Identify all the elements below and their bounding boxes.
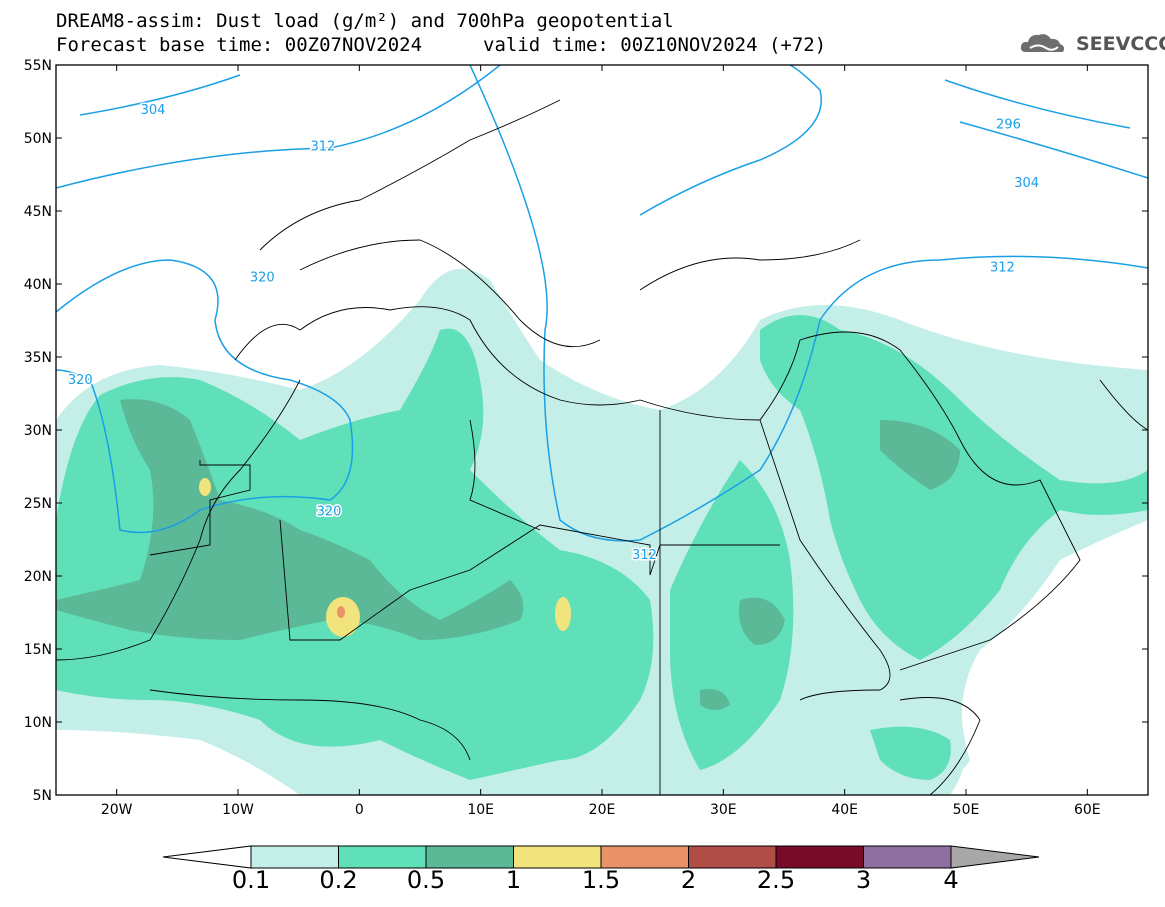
lat-label: 10N xyxy=(24,715,52,731)
dust-fields xyxy=(56,65,1148,795)
lat-label: 40N xyxy=(24,277,52,293)
lat-label: 5N xyxy=(33,788,52,804)
valid-time: valid time: 00Z10NOV2024 (+72) xyxy=(483,34,827,56)
logo-text: SEEVCCC xyxy=(1076,33,1165,55)
colorbar-swatch xyxy=(863,845,952,869)
lat-label: 55N xyxy=(24,58,52,74)
colorbar-level-label: 4 xyxy=(943,866,959,894)
colorbar-level-label: 0.1 xyxy=(231,866,271,894)
contour-label: 296 xyxy=(996,117,1021,132)
colorbar-level-label: 0.2 xyxy=(319,866,358,894)
colorbar-under-triangle xyxy=(162,845,252,869)
lon-label: 30E xyxy=(710,802,737,818)
coastlines xyxy=(56,99,1148,795)
colorbar-swatch xyxy=(688,845,777,869)
colorbar-level-label: 2 xyxy=(680,866,697,894)
lon-label: 10E xyxy=(467,802,494,818)
lon-label: 20W xyxy=(101,802,133,818)
colorbar-level-label: 1 xyxy=(505,866,522,894)
lat-label: 45N xyxy=(24,204,52,220)
lon-label: 60E xyxy=(1074,802,1101,818)
colorbar-swatch xyxy=(338,845,427,869)
colorbar xyxy=(162,845,1040,869)
colorbar-swatch xyxy=(600,845,689,869)
forecast-base-time: Forecast base time: 00Z07NOV2024 xyxy=(56,34,423,56)
contour-label: 304 xyxy=(141,103,166,118)
cloud-icon xyxy=(1020,34,1064,52)
lat-label: 15N xyxy=(24,642,52,658)
colorbar-swatch xyxy=(250,845,339,869)
lat-label: 20N xyxy=(24,569,52,585)
chart-title: DREAM8-assim: Dust load (g/m²) and 700hP… xyxy=(56,10,674,32)
colorbar-level-label: 1.5 xyxy=(581,866,621,894)
lat-label: 35N xyxy=(24,350,52,366)
contour-label: 320 xyxy=(317,504,342,519)
colorbar-swatch xyxy=(425,845,514,869)
colorbar-level-label: 0.5 xyxy=(406,866,446,894)
lon-label: 0 xyxy=(355,802,364,818)
lon-label: 40E xyxy=(831,802,858,818)
colorbar-swatch xyxy=(775,845,864,869)
colorbar-level-label: 3 xyxy=(855,866,872,894)
geopotential-contours xyxy=(56,65,1148,542)
contour-label: 320 xyxy=(250,271,275,286)
contour-label: 320 xyxy=(68,373,93,388)
lon-label: 10W xyxy=(222,802,254,818)
lon-label: 20E xyxy=(589,802,616,818)
contour-label: 312 xyxy=(311,139,336,154)
lat-label: 25N xyxy=(24,496,52,512)
contour-label: 312 xyxy=(632,548,657,563)
lat-label: 50N xyxy=(24,131,52,147)
colorbar-level-label: 2.5 xyxy=(756,866,796,894)
contour-label: 312 xyxy=(990,260,1015,275)
contour-label: 304 xyxy=(1014,176,1039,191)
lon-label: 50E xyxy=(953,802,980,818)
lat-label: 30N xyxy=(24,423,52,439)
colorbar-swatch xyxy=(513,845,602,869)
colorbar-over-triangle xyxy=(950,845,1040,869)
